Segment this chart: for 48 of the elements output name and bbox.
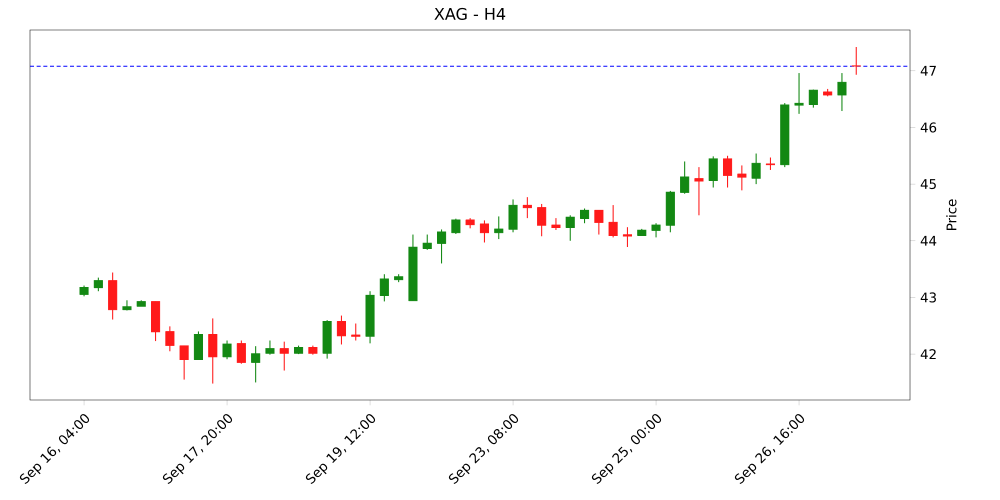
candlestick — [551, 218, 561, 231]
candlestick — [165, 326, 174, 352]
candlestick — [766, 156, 776, 170]
candlestick — [680, 160, 690, 194]
y-axis-title: Price — [946, 199, 956, 230]
candlestick — [651, 222, 661, 238]
candlestick — [622, 226, 632, 248]
chart-title: XAG - H4 — [434, 8, 506, 20]
candlestick — [852, 46, 861, 76]
candlestick — [380, 274, 389, 302]
candlestick — [566, 214, 575, 242]
candlestick — [451, 218, 460, 235]
candlestick — [208, 318, 218, 384]
y-tick-label: 42 — [920, 349, 936, 360]
candlestick — [608, 204, 618, 238]
candlestick — [122, 300, 132, 312]
candlestick — [594, 210, 604, 236]
candlestick — [837, 72, 847, 112]
y-tick-label: 44 — [920, 236, 936, 246]
candlestick — [494, 216, 504, 240]
candlestick — [580, 208, 590, 224]
candlestick — [280, 341, 289, 372]
candlestick — [222, 340, 232, 360]
y-tick-label: 43 — [920, 292, 936, 302]
candlestick — [737, 164, 746, 191]
candlestick — [422, 234, 432, 250]
candlestick — [722, 155, 732, 188]
candlestick — [808, 88, 818, 108]
candlestick — [522, 196, 532, 219]
candlestick — [436, 228, 446, 264]
candlestick — [265, 340, 275, 356]
candlestick — [180, 345, 189, 380]
candlestick — [466, 218, 475, 229]
candlestick — [752, 152, 761, 185]
candlestick — [94, 277, 103, 292]
candlestick — [236, 340, 246, 364]
candlestick — [537, 203, 546, 237]
y-tick-label: 47 — [920, 66, 936, 76]
candlestick — [480, 220, 490, 244]
y-tick-label: 45 — [920, 179, 936, 190]
candlestick — [694, 166, 704, 216]
candlestick — [336, 315, 346, 346]
candlestick — [79, 285, 89, 297]
candlestick — [708, 156, 718, 188]
candlestick — [351, 322, 360, 342]
candlestick — [308, 345, 318, 356]
candlestick — [251, 346, 260, 383]
y-tick-label: 46 — [920, 122, 936, 132]
